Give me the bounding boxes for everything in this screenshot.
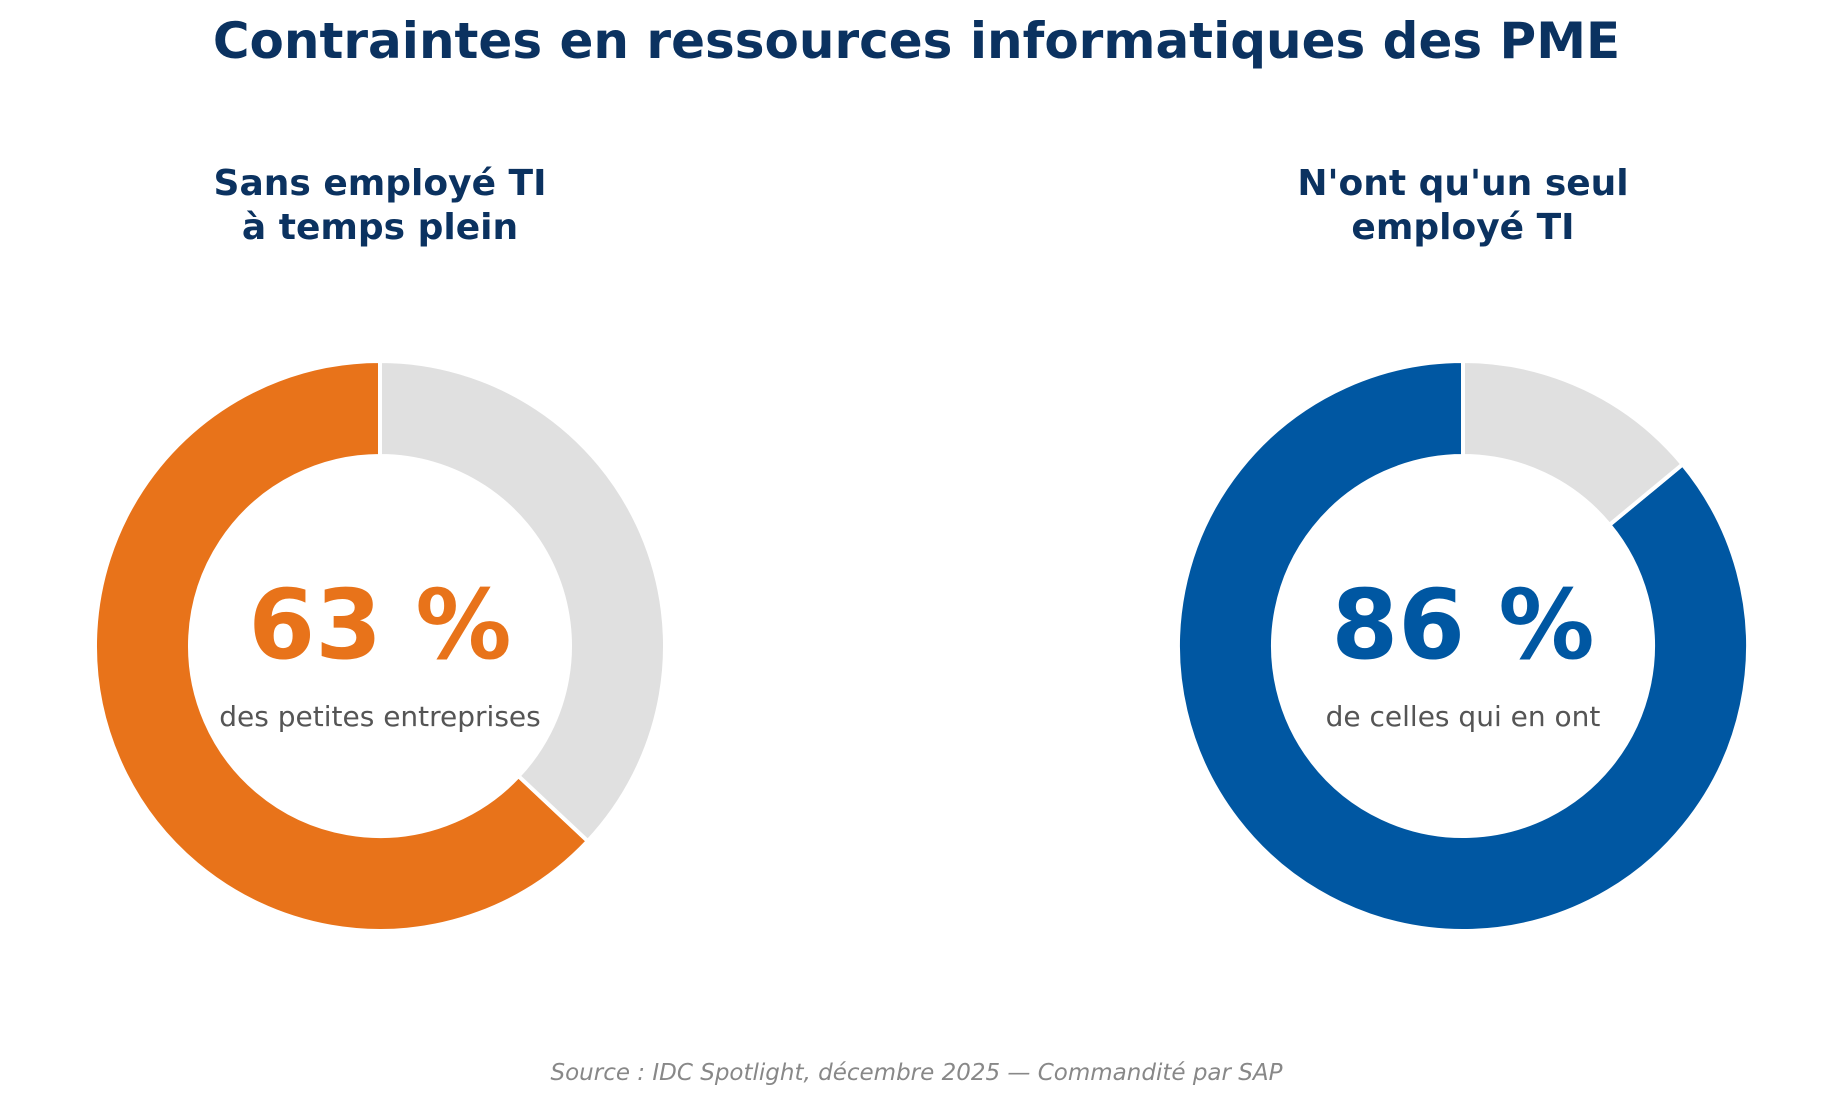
right-value-label: 86 % xyxy=(1331,569,1594,681)
source-note: Source : IDC Spotlight, décembre 2025 — … xyxy=(550,1060,1283,1086)
left-value-label: 63 % xyxy=(248,569,511,681)
chart-title: Contraintes en ressources informatiques … xyxy=(212,12,1621,70)
left-donut-rest-segment xyxy=(378,358,667,844)
left-subtitle: Sans employé TI à temps plein xyxy=(80,162,680,250)
right-donut-value-segment xyxy=(1176,358,1751,933)
right-subtitle-line2: employé TI xyxy=(1351,207,1575,248)
right-subtitle-line1: N'ont qu'un seul xyxy=(1297,163,1629,204)
right-caption: de celles qui en ont xyxy=(1326,700,1601,733)
right-donut-rest-segment xyxy=(1461,358,1686,528)
left-subtitle-line1: Sans employé TI xyxy=(213,163,547,204)
donut-right: 86 % de celles qui en ont xyxy=(1176,358,1751,933)
left-caption: des petites entreprises xyxy=(219,700,540,733)
left-donut-value-segment xyxy=(93,358,591,933)
left-subtitle-line2: à temps plein xyxy=(241,207,519,248)
donut-left: 63 % des petites entreprises xyxy=(93,358,667,933)
right-subtitle: N'ont qu'un seul employé TI xyxy=(1163,162,1763,250)
